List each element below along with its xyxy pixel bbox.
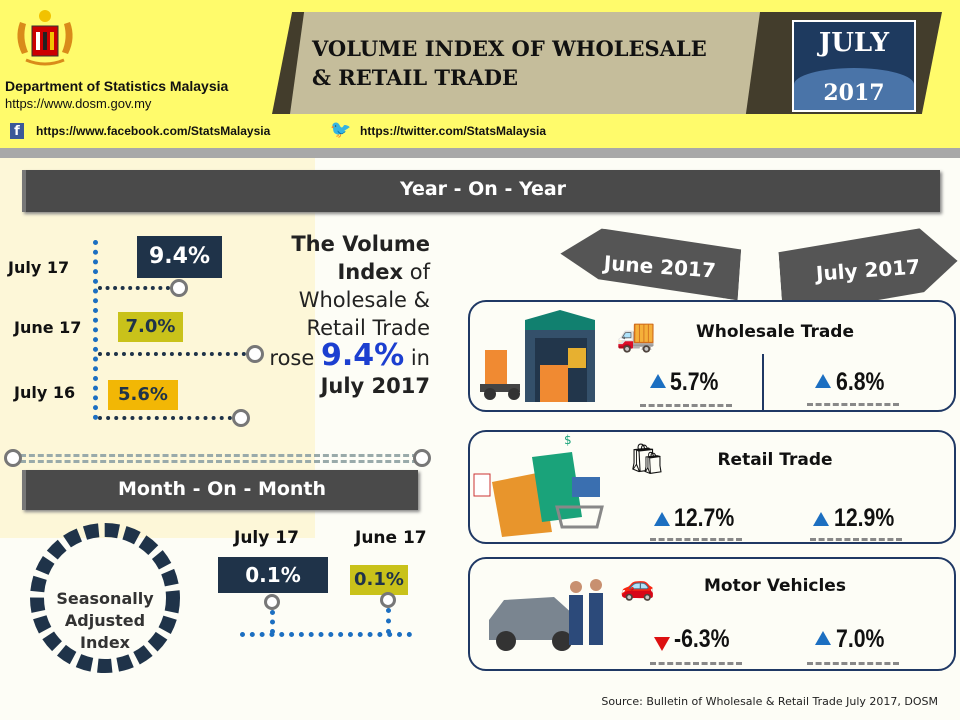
arrow-up-icon	[815, 374, 831, 388]
website-link[interactable]: https://www.dosm.gov.my	[5, 96, 152, 111]
source-note: Source: Bulletin of Wholesale & Retail T…	[601, 695, 938, 708]
car-dealer-illustration	[489, 579, 603, 651]
underline	[650, 662, 742, 665]
july-value: 6.8%	[836, 368, 885, 396]
summary-line: The Volume	[291, 232, 430, 256]
connector-node	[232, 409, 250, 427]
facebook-link[interactable]: https://www.facebook.com/StatsMalaysia	[36, 124, 271, 138]
separator-node	[4, 449, 22, 467]
arrow-down-icon	[654, 637, 670, 651]
underline	[807, 403, 899, 406]
coat-of-arms-logo	[17, 10, 73, 66]
arrow-up-icon	[815, 631, 831, 645]
mom-value-box: 0.1%	[218, 557, 328, 593]
warehouse-illustration	[480, 310, 595, 402]
department-name: Department of Statistics Malaysia	[5, 78, 229, 94]
arrow-up-icon	[654, 512, 670, 526]
connector	[98, 416, 232, 420]
underline	[650, 538, 742, 541]
underline	[810, 538, 902, 541]
connector-node	[380, 592, 396, 608]
connector-node	[264, 594, 280, 610]
title-banner	[290, 12, 760, 114]
july-value: 7.0%	[836, 625, 885, 653]
connector-node	[246, 345, 264, 363]
summary-line: of	[403, 260, 430, 284]
title-line-2: & RETAIL TRADE	[312, 65, 518, 90]
summary-line: Index	[337, 260, 404, 284]
summary-highlight: 9.4%	[320, 338, 405, 373]
mom-label: June 17	[355, 528, 427, 548]
twitter-icon: 🐦	[330, 120, 352, 140]
truck-icon: 🚚	[616, 316, 656, 354]
mom-label: July 17	[234, 528, 299, 548]
date-year: 2017	[823, 80, 885, 106]
card-divider	[762, 354, 764, 410]
date-month: JULY	[818, 28, 890, 58]
summary-line: rose	[269, 346, 321, 370]
underline	[640, 404, 732, 407]
yoy-value-box: 5.6%	[108, 380, 178, 410]
period-label: July 2017	[815, 254, 921, 286]
period-arrow-left: June 2017	[558, 226, 742, 300]
underline	[807, 662, 899, 665]
twitter-link[interactable]: https://twitter.com/StatsMalaysia	[360, 124, 547, 138]
facebook-icon: f	[10, 123, 24, 139]
card-retail: $ 🛍 Retail Trade 12.7% 12.9%	[468, 430, 956, 544]
connector	[98, 352, 246, 356]
summary-line: July 2017	[320, 374, 430, 398]
period-label: June 2017	[603, 250, 717, 283]
yoy-timeline	[93, 240, 98, 420]
card-wholesale: 🚚 Wholesale Trade 5.7% 6.8%	[468, 300, 956, 412]
summary-line: in	[404, 346, 430, 370]
arrow-up-icon	[813, 512, 829, 526]
ring-text: Adjusted	[64, 611, 146, 630]
summary-line: Retail Trade	[306, 316, 430, 340]
seasonal-ring-icon	[30, 523, 180, 673]
seasonal-label: Seasonally Adjusted Index	[45, 588, 165, 654]
yoy-label: June 17	[14, 318, 82, 337]
connector-node	[170, 279, 188, 297]
card-title: Retail Trade	[717, 450, 833, 470]
connector	[386, 608, 391, 634]
connector	[270, 610, 275, 634]
card-title: Wholesale Trade	[695, 322, 855, 342]
summary-line: Wholesale &	[298, 288, 430, 312]
svg-text:$: $	[564, 433, 572, 447]
card-motor: 🚗 Motor Vehicles -6.3% 7.0%	[468, 557, 956, 671]
yoy-value-box: 7.0%	[118, 312, 183, 342]
yoy-banner: Year - On - Year	[22, 170, 940, 212]
card-title: Motor Vehicles	[704, 576, 846, 596]
june-value: 5.7%	[670, 368, 719, 396]
title-line-1: VOLUME INDEX OF WHOLESALE	[312, 36, 707, 61]
shopping-bag-icon: 🛍	[628, 442, 667, 477]
ring-text: Seasonally	[56, 589, 154, 608]
car-icon: 🚗	[620, 569, 655, 602]
june-value: 12.7%	[674, 504, 735, 532]
yoy-label: July 16	[14, 383, 76, 402]
yoy-value-box: 9.4%	[137, 236, 222, 278]
shopping-illustration: $	[473, 433, 604, 537]
yoy-summary: The Volume Index of Wholesale & Retail T…	[269, 230, 430, 400]
separator-node	[413, 449, 431, 467]
ring-text: Index	[80, 633, 130, 652]
arrow-up-icon	[650, 374, 666, 388]
yoy-label: July 17	[8, 258, 70, 277]
divider	[0, 148, 960, 158]
connector	[98, 286, 170, 290]
page-title: VOLUME INDEX OF WHOLESALE & RETAIL TRADE	[312, 34, 707, 92]
mom-value-box: 0.1%	[350, 565, 408, 595]
mom-banner: Month - On - Month	[22, 470, 418, 510]
connector	[240, 632, 412, 637]
july-value: 12.9%	[834, 504, 895, 532]
june-value: -6.3%	[674, 625, 730, 653]
section-separator	[20, 454, 418, 463]
date-badge: JULY 2017	[792, 20, 916, 112]
